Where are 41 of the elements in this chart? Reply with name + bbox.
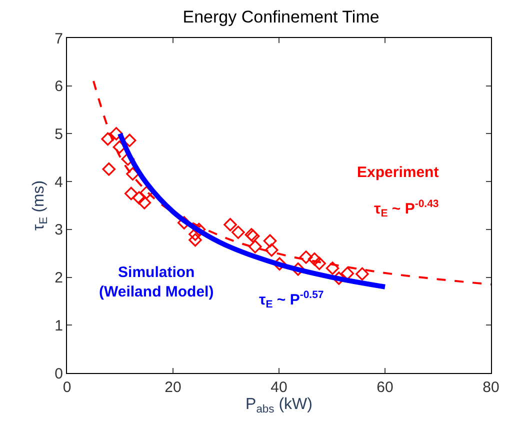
point	[340, 266, 354, 280]
point	[188, 233, 202, 247]
annotation: Simulation (Weiland Model)	[99, 264, 214, 300]
y-tick-label: 3	[54, 222, 63, 239]
point	[102, 162, 116, 176]
point	[299, 250, 313, 264]
point	[312, 256, 326, 270]
y-tick-label: 2	[54, 270, 63, 287]
chart-title: Energy Confinement Time	[182, 7, 380, 26]
point	[232, 226, 245, 239]
annotation: τ$_{E}$ ~ P$^{-0.43}$	[374, 198, 439, 220]
point	[101, 132, 114, 146]
y-tick-label: 5	[54, 126, 63, 143]
point	[140, 186, 154, 200]
point	[124, 186, 138, 200]
line-series	[92, 80, 491, 286]
x-tick-label: 40	[270, 379, 288, 396]
point	[122, 134, 136, 148]
x-tick-label: 60	[376, 379, 394, 396]
point	[356, 267, 369, 281]
point	[272, 257, 286, 271]
point	[326, 262, 340, 275]
point	[110, 127, 123, 140]
point	[263, 234, 277, 248]
point	[264, 243, 278, 257]
y-tick-label: 7	[54, 30, 63, 48]
annotation: τ$_{E}$ ~ P$^{-0.57}$	[259, 289, 324, 310]
y-tick-label: 6	[54, 78, 63, 96]
x-tick-label: 20	[164, 379, 182, 396]
y-tick-label: 0	[54, 365, 63, 382]
point	[224, 218, 237, 232]
y-tick-label: 4	[54, 174, 63, 191]
y-tick-label: 1	[54, 317, 63, 334]
x-tick-label: 80	[482, 379, 500, 396]
x-axis-title: P$_{abs}$ (kW)	[246, 396, 312, 416]
point	[132, 191, 146, 204]
point	[138, 196, 152, 210]
annotation: Experiment	[357, 164, 439, 181]
point	[126, 167, 140, 181]
point	[308, 252, 322, 266]
point	[248, 240, 262, 254]
